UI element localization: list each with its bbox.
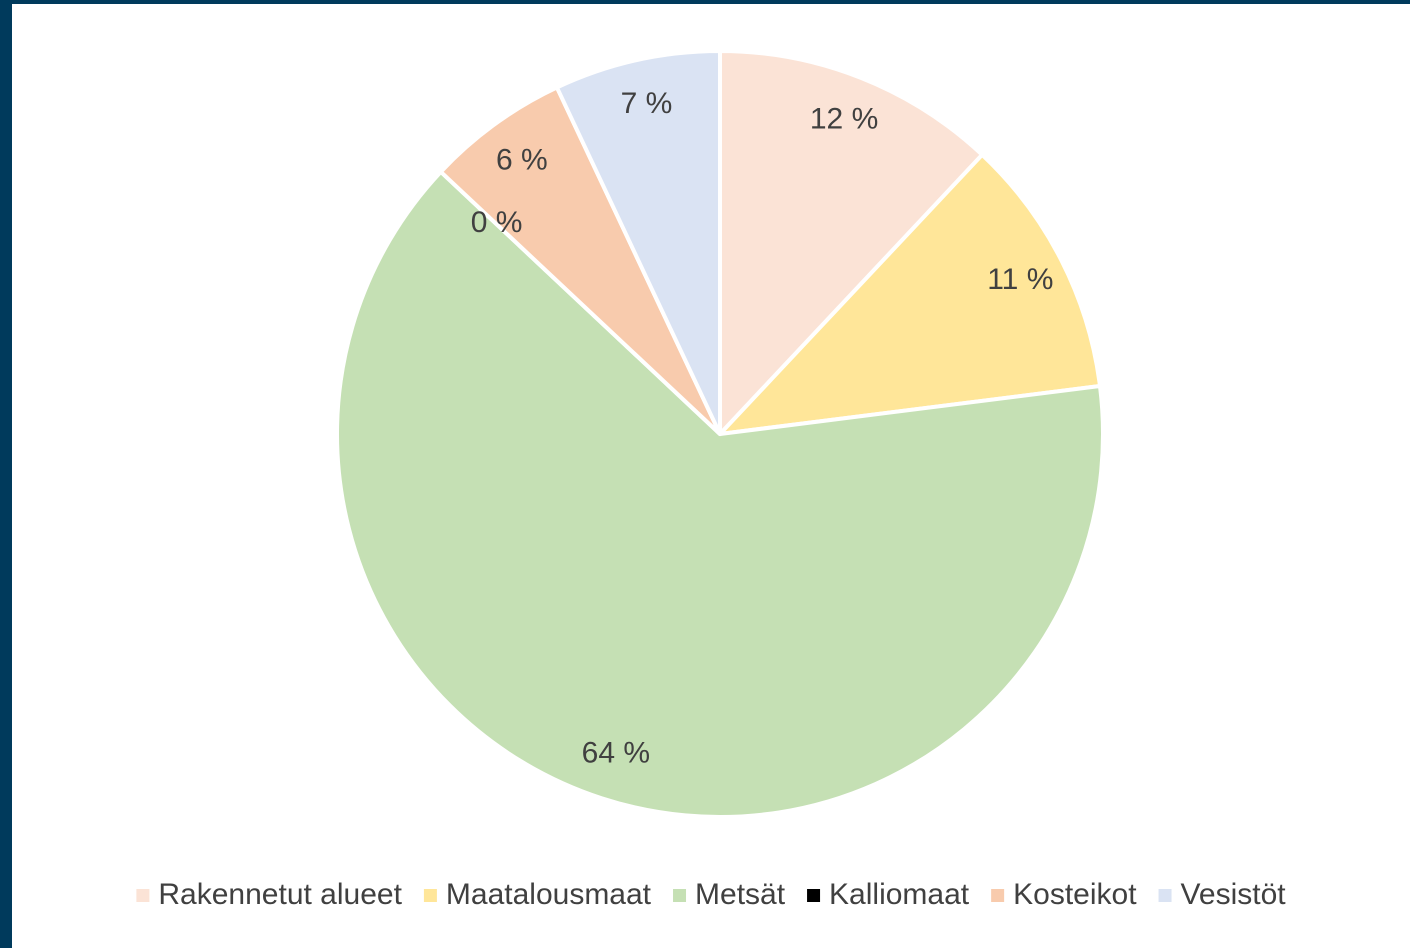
data-label: 64 %: [582, 736, 650, 769]
pie-slice: [718, 49, 985, 436]
pie-slice: [335, 169, 1105, 819]
data-label: 12 %: [810, 103, 878, 136]
data-label: 11 %: [987, 263, 1053, 296]
legend-swatch: [991, 889, 1005, 902]
legend-swatch: [807, 889, 821, 902]
legend-label: Maatalousmaat: [446, 878, 652, 911]
legend-label: Rakennetut alueet: [158, 878, 402, 911]
pie-slice: [554, 49, 722, 436]
legend-label: Kalliomaat: [829, 878, 970, 911]
data-label: 6 %: [496, 143, 548, 176]
legend-swatch: [423, 889, 437, 902]
legend-swatch: [136, 889, 150, 902]
chart: 12 % 11 % 64 % 0 % 6 % 7 % Rakennetut alueet Ma…: [12, 4, 1410, 948]
pie-slice: [438, 85, 722, 436]
legend-label: Kosteikot: [1013, 878, 1137, 911]
legend-swatch: [1158, 889, 1172, 902]
data-label: 7 %: [621, 87, 673, 120]
pie-slice: [718, 152, 1102, 436]
legend-swatch: [673, 889, 687, 902]
legend-label: Vesistöt: [1181, 878, 1287, 911]
legend-label: Metsät: [695, 878, 786, 911]
data-label: 0 %: [471, 206, 523, 239]
